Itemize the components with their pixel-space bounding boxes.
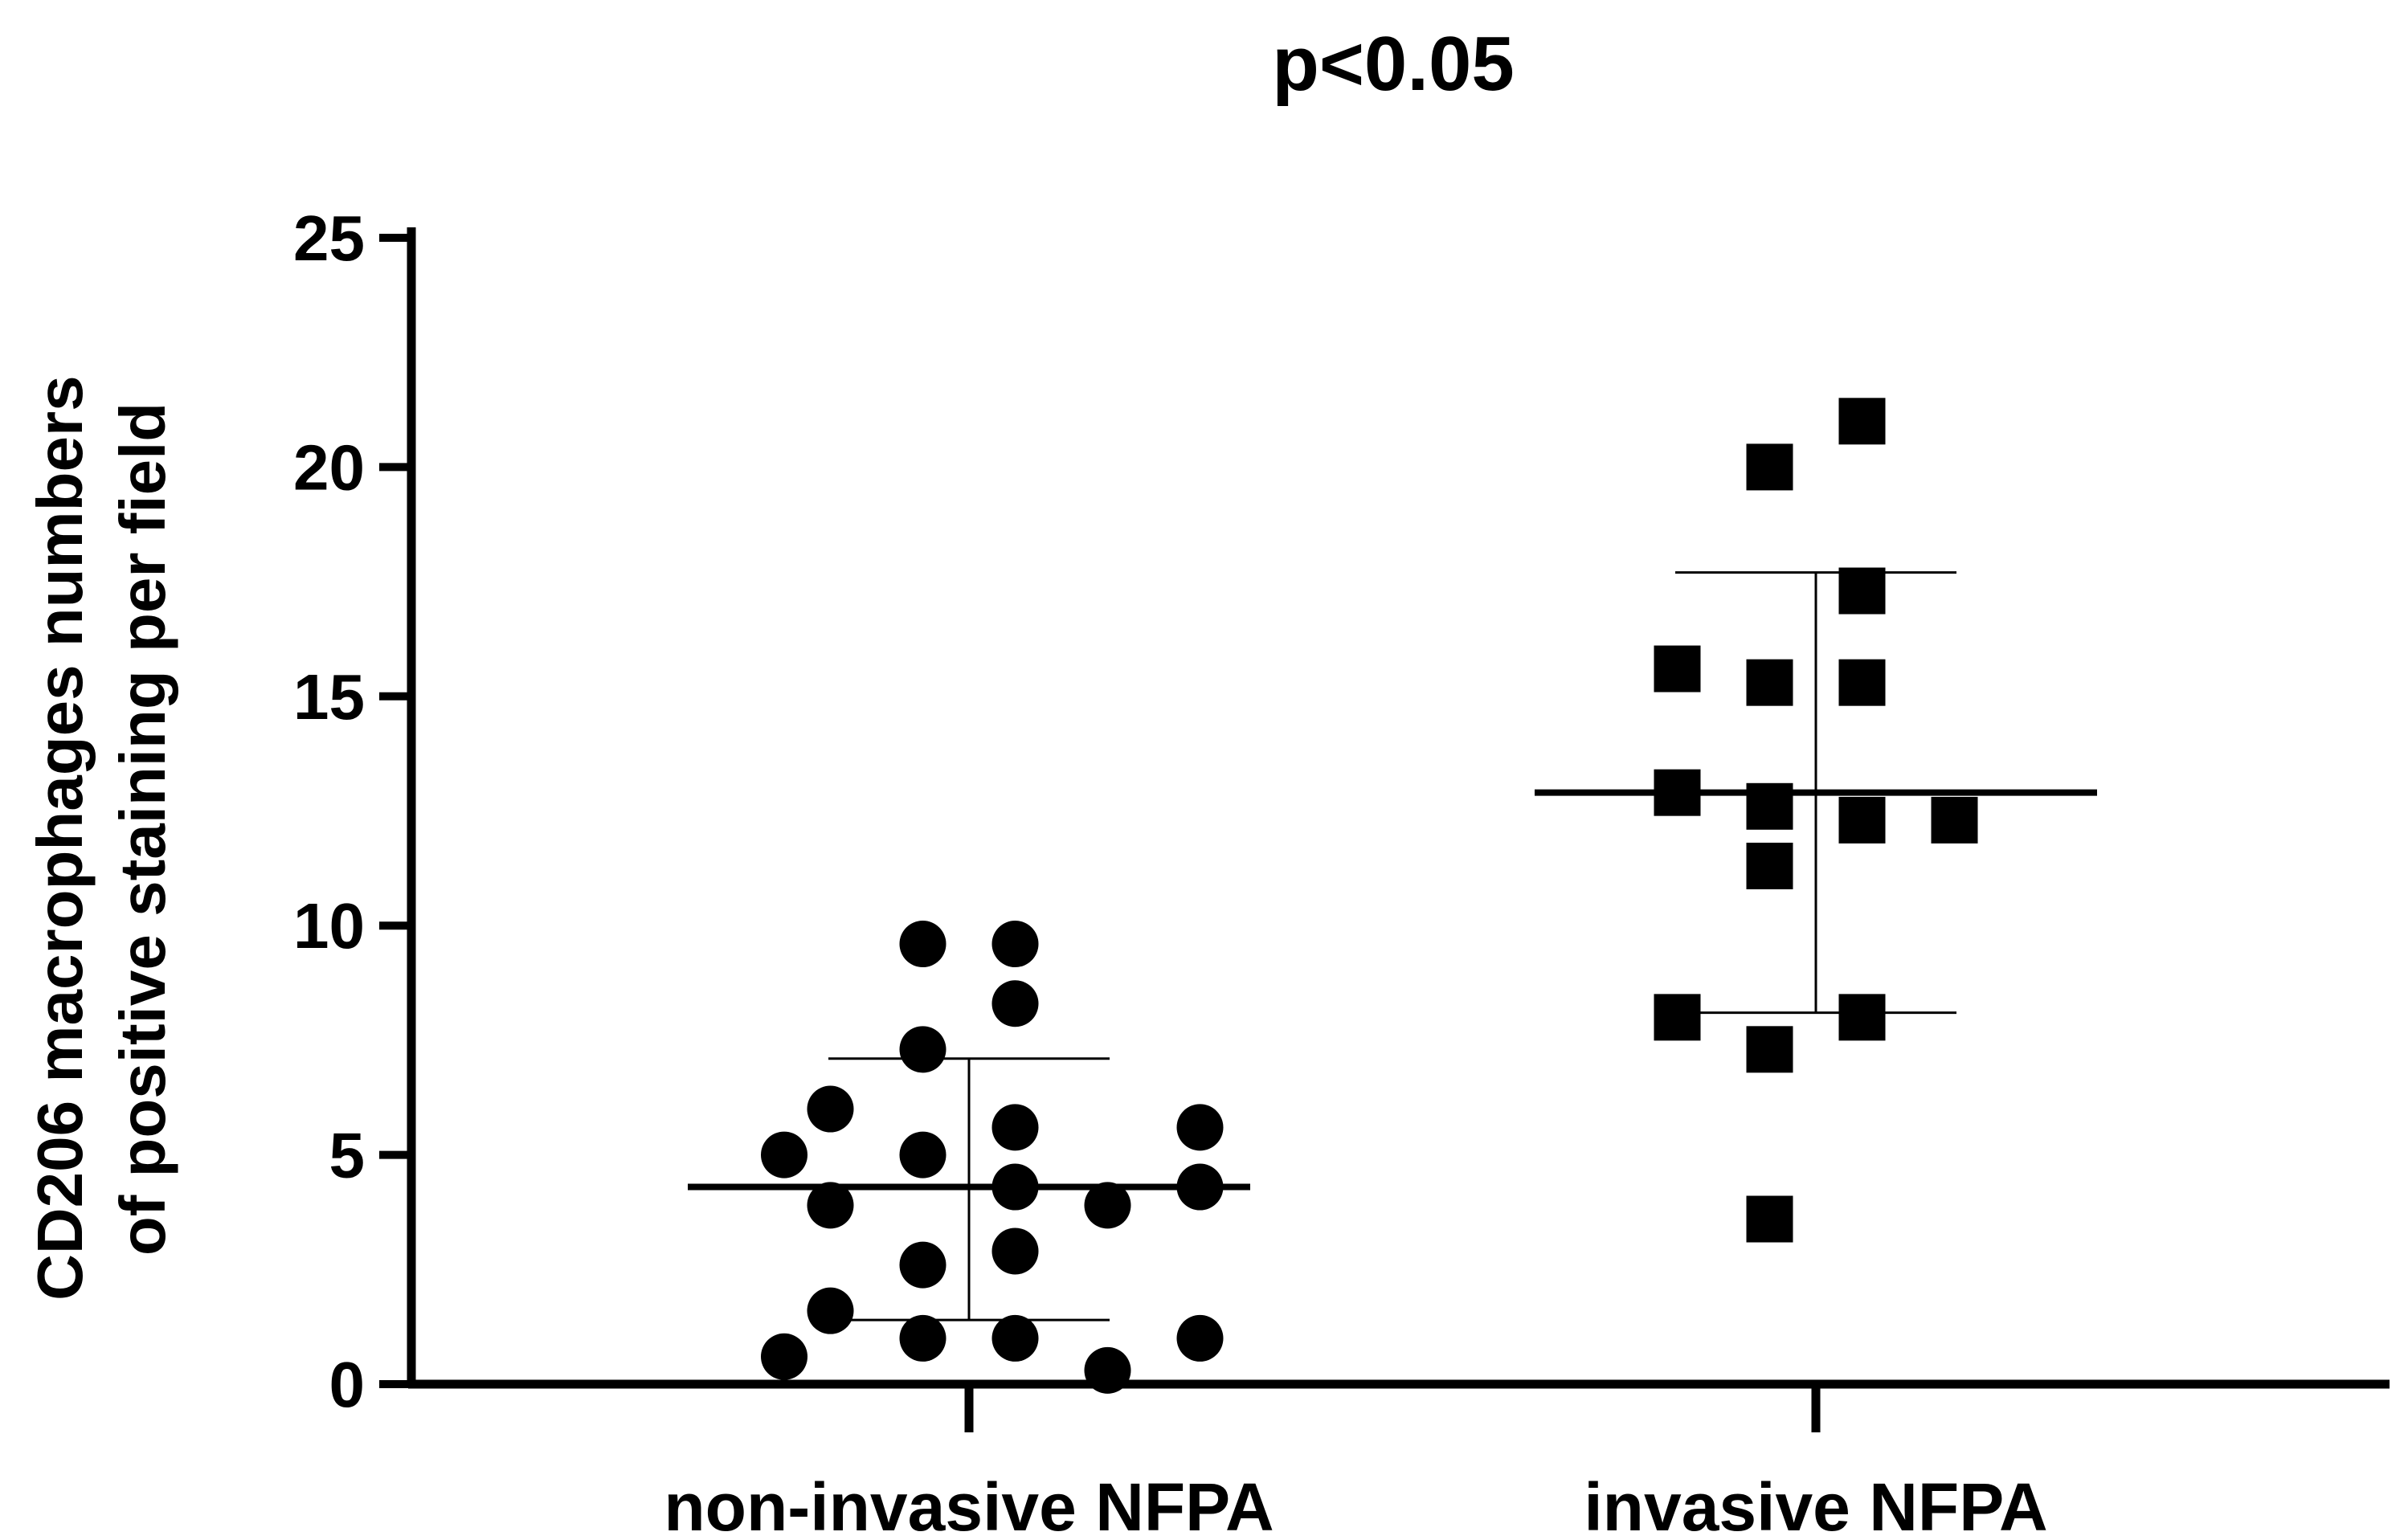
data-point-square	[1746, 1026, 1793, 1073]
data-point-circle	[991, 1163, 1039, 1211]
data-point-square	[1838, 567, 1886, 615]
data-point-circle	[899, 1131, 946, 1178]
data-point-square	[1838, 994, 1886, 1041]
chart-title: p<0.05	[1272, 21, 1515, 107]
y-tick-label: 0	[329, 1349, 366, 1420]
y-tick-label: 20	[293, 431, 365, 503]
data-point-circle	[1084, 1182, 1131, 1229]
data-point-circle	[899, 1026, 946, 1073]
x-category-label: invasive NFPA	[1584, 1469, 2047, 1540]
data-point-square	[1746, 842, 1793, 889]
data-point-circle	[761, 1333, 807, 1380]
data-point-square	[1838, 796, 1886, 844]
y-axis-ticks: 0 5 10 15 20 25	[293, 202, 411, 1420]
data-point-circle	[807, 1287, 854, 1334]
error-bars	[688, 571, 2097, 1321]
data-point-circle	[899, 1241, 946, 1289]
x-category-label: non-invasive NFPA	[664, 1469, 1274, 1540]
data-point-circle	[1176, 1104, 1224, 1151]
data-point-circle	[807, 1085, 854, 1133]
data-point-circle	[991, 1104, 1039, 1151]
data-point-square	[1746, 443, 1793, 491]
data-point-square	[1838, 659, 1886, 706]
data-point-square	[1746, 782, 1793, 830]
data-point-square	[1654, 769, 1701, 816]
data-point-circle	[807, 1182, 854, 1229]
data-point-square	[1838, 398, 1886, 445]
data-point-circle	[1176, 1163, 1224, 1211]
data-point-circle	[991, 1314, 1039, 1362]
y-tick-label: 15	[293, 661, 365, 733]
y-axis-label: CD206 macrophages numbers of positive st…	[24, 357, 178, 1301]
data-point-square	[1746, 1195, 1793, 1243]
y-tick-label: 10	[293, 890, 365, 962]
data-point-circle	[991, 921, 1039, 968]
data-point-circle	[899, 921, 946, 968]
data-point-square	[1654, 645, 1701, 692]
data-point-circle	[991, 980, 1039, 1027]
data-point-circle	[1176, 1314, 1224, 1362]
data-point-square	[1931, 796, 1978, 844]
y-tick-label: 5	[329, 1120, 366, 1191]
data-point-circle	[991, 1228, 1039, 1275]
data-point-circle	[1084, 1346, 1131, 1394]
data-point-circle	[899, 1314, 946, 1362]
data-point-circle	[761, 1131, 807, 1178]
data-points	[761, 398, 1978, 1394]
y-tick-label: 25	[293, 202, 365, 274]
data-point-square	[1654, 994, 1701, 1041]
y-axis-label-line-1: CD206 macrophages numbers	[24, 375, 96, 1301]
y-axis-label-line-2: of positive staining per field	[107, 402, 178, 1256]
data-point-square	[1746, 659, 1793, 706]
x-axis-ticks: non-invasive NFPA invasive NFPA	[664, 1384, 2048, 1540]
